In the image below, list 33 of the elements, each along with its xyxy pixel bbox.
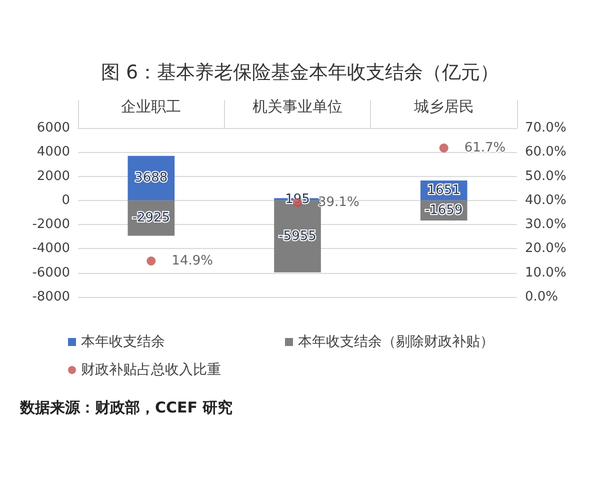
y-tick-label: -4000 — [32, 241, 70, 256]
x-tick-label: 机关事业单位 — [252, 98, 342, 116]
point — [146, 256, 156, 266]
legend-label: 本年收支结余（剔除财政补贴） — [298, 334, 494, 350]
point — [439, 144, 448, 153]
y2-tick-label: 30.0% — [525, 217, 566, 232]
y-tick-label: -8000 — [32, 290, 70, 304]
y2-tick-label: 10.0% — [525, 265, 566, 280]
data-label: 1651 — [427, 182, 460, 198]
legend-label: 本年收支结余 — [81, 334, 165, 350]
y2-tick-label: 60.0% — [525, 144, 566, 160]
y2-tick-label: 40.0% — [525, 192, 566, 208]
legend-label: 财政补贴占总收入比重 — [81, 362, 221, 378]
y2-tick-label: 20.0% — [525, 241, 566, 256]
data-label: 14.9% — [172, 254, 213, 269]
y-tick-label: -6000 — [32, 265, 70, 280]
data-label: -1659 — [424, 202, 463, 218]
data-label: -5955 — [278, 228, 316, 244]
y-tick-label: 2000 — [36, 168, 70, 184]
data-label: 3688 — [134, 170, 168, 186]
x-tick-label: 企业职工 — [121, 98, 182, 116]
y-tick-label: 6000 — [36, 120, 70, 136]
y-tick-label: -2000 — [32, 217, 70, 232]
source-note: 数据来源：财政部，CCEF 研究 — [19, 398, 233, 416]
chart-title: 图 6：基本养老保险基金本年收支结余（亿元） — [100, 62, 500, 84]
x-tick-label: 城乡居民 — [412, 98, 474, 116]
data-label: 61.7% — [464, 140, 506, 156]
y2-tick-label: 70.0% — [525, 120, 566, 136]
y-tick-label: 4000 — [36, 144, 70, 160]
y2-tick-label: 50.0% — [525, 168, 566, 184]
data-label: -2925 — [132, 210, 170, 226]
y-tick-label: 0 — [62, 192, 70, 208]
y2-tick-label: 0.0% — [525, 290, 558, 304]
